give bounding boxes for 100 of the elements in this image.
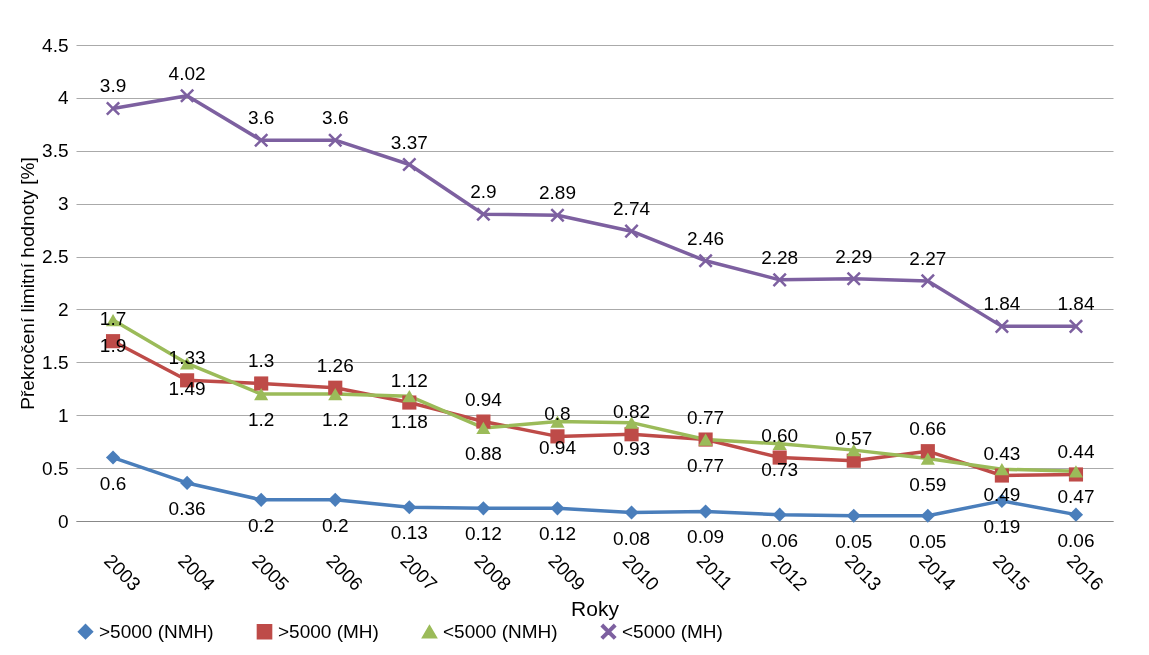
data-label: 0.59 xyxy=(909,473,947,495)
data-label: 0.73 xyxy=(761,458,799,480)
data-label: 1.2 xyxy=(322,409,349,431)
data-label: 0.44 xyxy=(1057,441,1095,463)
data-label: 0.06 xyxy=(1057,529,1095,551)
data-label: 3.6 xyxy=(322,107,349,129)
point xyxy=(402,500,417,515)
y-tick-label: 4.5 xyxy=(42,34,69,56)
point xyxy=(476,501,491,516)
data-label: 0.93 xyxy=(613,437,651,459)
data-label: 0.05 xyxy=(909,530,947,552)
data-label: 2.89 xyxy=(538,182,576,204)
data-label: 1.26 xyxy=(316,354,354,376)
point xyxy=(550,208,565,223)
y-tick-label: 2 xyxy=(57,298,69,320)
point xyxy=(550,501,565,516)
data-label: 0.60 xyxy=(761,424,799,446)
data-label: 1.84 xyxy=(983,293,1021,315)
data-label: 0.47 xyxy=(1057,486,1095,508)
point xyxy=(994,463,1009,476)
data-label: 0.94 xyxy=(464,388,503,410)
point xyxy=(180,475,195,490)
point xyxy=(254,492,269,507)
point xyxy=(328,133,343,148)
point xyxy=(476,421,491,435)
data-label: 0.12 xyxy=(464,523,502,545)
point xyxy=(920,273,935,288)
y-tick-label: 2.5 xyxy=(42,246,69,268)
data-label: 0.19 xyxy=(983,515,1021,537)
data-label: 0.2 xyxy=(247,514,275,536)
data-label: 0.43 xyxy=(983,442,1021,464)
point xyxy=(846,508,861,523)
y-tick-label: 0 xyxy=(57,510,69,532)
point xyxy=(1068,319,1084,334)
point xyxy=(254,387,269,401)
point xyxy=(476,207,491,222)
data-label: 0.09 xyxy=(687,526,725,548)
legend-label: <5000 (MH) xyxy=(622,620,723,642)
y-tick-label: 1.5 xyxy=(42,351,69,373)
data-label: 0.06 xyxy=(761,529,799,551)
legend-label: >5000 (NMH) xyxy=(99,620,214,642)
data-label: 0.6 xyxy=(99,472,127,494)
data-label: 2.28 xyxy=(761,246,799,268)
point xyxy=(920,508,935,523)
data-label: 0.77 xyxy=(687,454,725,476)
y-axis-title: Překročení limitní hodnoty [%] xyxy=(17,157,39,410)
data-label: 0.05 xyxy=(835,530,873,552)
data-label: 0.57 xyxy=(835,427,873,449)
y-tick-label: 3.5 xyxy=(42,140,69,162)
legend-label: >5000 (MH) xyxy=(278,620,379,642)
point xyxy=(254,133,269,148)
data-label: 0.77 xyxy=(687,406,725,428)
data-label: 0.08 xyxy=(613,527,651,549)
point xyxy=(772,507,787,522)
data-label: 0.13 xyxy=(390,522,428,544)
data-label: 2.9 xyxy=(470,181,497,203)
data-label: 2.29 xyxy=(835,245,873,267)
data-label: 1.84 xyxy=(1057,293,1095,315)
data-label: 0.82 xyxy=(613,401,651,423)
point xyxy=(698,253,713,268)
data-label: 0.2 xyxy=(322,514,349,536)
x-axis-title: Roky xyxy=(571,596,620,620)
point xyxy=(772,272,787,287)
data-label: 1.3 xyxy=(247,350,275,372)
y-tick-label: 1 xyxy=(57,404,69,426)
data-label: 0.66 xyxy=(909,418,947,440)
point xyxy=(846,444,861,457)
point xyxy=(624,224,639,239)
data-label: 2.27 xyxy=(909,247,947,269)
data-label: 0.8 xyxy=(544,403,571,425)
data-label: 0.88 xyxy=(464,442,502,464)
point xyxy=(624,505,639,520)
data-label: 0.49 xyxy=(983,484,1021,506)
point xyxy=(105,450,121,465)
data-label: 0.36 xyxy=(168,497,206,519)
data-label: 1.2 xyxy=(247,409,275,431)
data-label: 0.94 xyxy=(538,436,577,458)
point xyxy=(105,101,121,116)
y-tick-label: 0.5 xyxy=(42,457,69,479)
data-label: 3.9 xyxy=(99,75,127,97)
point xyxy=(1068,465,1084,478)
point xyxy=(698,504,713,519)
point xyxy=(846,271,861,286)
data-label: 2.46 xyxy=(687,227,725,249)
point xyxy=(254,376,269,391)
data-label: 1.12 xyxy=(390,369,428,391)
data-label: 4.02 xyxy=(168,62,206,84)
data-label: 3.37 xyxy=(390,131,428,153)
point xyxy=(994,319,1009,334)
point xyxy=(1068,507,1084,522)
y-tick-label: 3 xyxy=(57,193,69,215)
point xyxy=(402,390,417,403)
data-label: 2.74 xyxy=(613,198,651,220)
y-tick-label: 4 xyxy=(57,87,69,109)
data-label: 0.12 xyxy=(538,523,576,545)
data-label: 1.49 xyxy=(168,378,206,400)
point xyxy=(328,387,343,401)
point xyxy=(920,452,935,465)
point xyxy=(180,88,195,103)
point xyxy=(328,492,343,507)
